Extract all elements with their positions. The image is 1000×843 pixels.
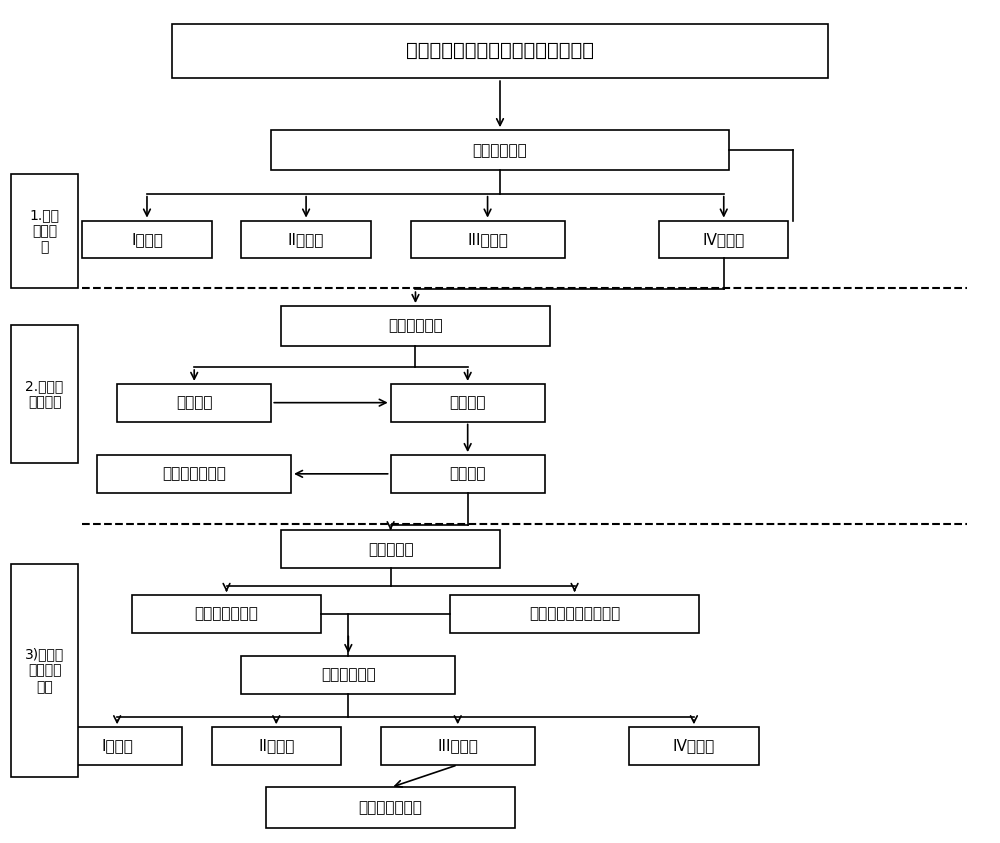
Text: 一般风险源控制: 一般风险源控制 bbox=[162, 466, 226, 481]
Text: III级风险: III级风险 bbox=[467, 232, 508, 247]
Text: 重大风险源控制: 重大风险源控制 bbox=[359, 800, 423, 815]
Text: 专项风险评估: 专项风险评估 bbox=[388, 319, 443, 334]
Text: 1.工程
开工之
前: 1.工程 开工之 前 bbox=[30, 207, 60, 255]
Text: 事故后果严重程度分级: 事故后果严重程度分级 bbox=[529, 606, 620, 621]
Text: 风险分析: 风险分析 bbox=[449, 395, 486, 411]
FancyBboxPatch shape bbox=[411, 221, 565, 258]
Text: I级风险: I级风险 bbox=[101, 738, 133, 754]
Text: 施工管理修正: 施工管理修正 bbox=[321, 668, 376, 682]
FancyBboxPatch shape bbox=[450, 595, 699, 632]
Text: 风险估测: 风险估测 bbox=[449, 466, 486, 481]
FancyBboxPatch shape bbox=[659, 221, 788, 258]
FancyBboxPatch shape bbox=[212, 728, 341, 765]
FancyBboxPatch shape bbox=[11, 564, 78, 777]
Text: IV级风险: IV级风险 bbox=[703, 232, 745, 247]
FancyBboxPatch shape bbox=[281, 306, 550, 346]
Text: 2.工程施
工全过程: 2.工程施 工全过程 bbox=[25, 379, 64, 410]
FancyBboxPatch shape bbox=[241, 656, 455, 694]
FancyBboxPatch shape bbox=[132, 595, 321, 632]
FancyBboxPatch shape bbox=[381, 728, 535, 765]
Text: II级风险: II级风险 bbox=[288, 232, 324, 247]
Text: III级风险: III级风险 bbox=[437, 738, 478, 754]
Text: 总体风险评估: 总体风险评估 bbox=[473, 142, 527, 158]
Text: 3)重大风
险源施工
阶段: 3)重大风 险源施工 阶段 bbox=[25, 647, 64, 694]
Text: 风险辨识: 风险辨识 bbox=[176, 395, 212, 411]
Text: IV级风险: IV级风险 bbox=[673, 738, 715, 754]
FancyBboxPatch shape bbox=[241, 221, 371, 258]
FancyBboxPatch shape bbox=[53, 728, 182, 765]
FancyBboxPatch shape bbox=[271, 130, 729, 170]
FancyBboxPatch shape bbox=[391, 384, 545, 422]
Text: 高边坡深基坑工程施工安全评估技术: 高边坡深基坑工程施工安全评估技术 bbox=[406, 41, 594, 61]
FancyBboxPatch shape bbox=[172, 24, 828, 78]
FancyBboxPatch shape bbox=[11, 175, 78, 287]
FancyBboxPatch shape bbox=[281, 530, 500, 568]
FancyBboxPatch shape bbox=[629, 728, 759, 765]
Text: I级风险: I级风险 bbox=[131, 232, 163, 247]
Text: II级风险: II级风险 bbox=[258, 738, 294, 754]
FancyBboxPatch shape bbox=[391, 455, 545, 492]
FancyBboxPatch shape bbox=[266, 787, 515, 828]
FancyBboxPatch shape bbox=[82, 221, 212, 258]
FancyBboxPatch shape bbox=[97, 455, 291, 492]
FancyBboxPatch shape bbox=[117, 384, 271, 422]
Text: 事故可能性分级: 事故可能性分级 bbox=[195, 606, 258, 621]
FancyBboxPatch shape bbox=[11, 325, 78, 464]
Text: 重大风险源: 重大风险源 bbox=[368, 542, 413, 556]
